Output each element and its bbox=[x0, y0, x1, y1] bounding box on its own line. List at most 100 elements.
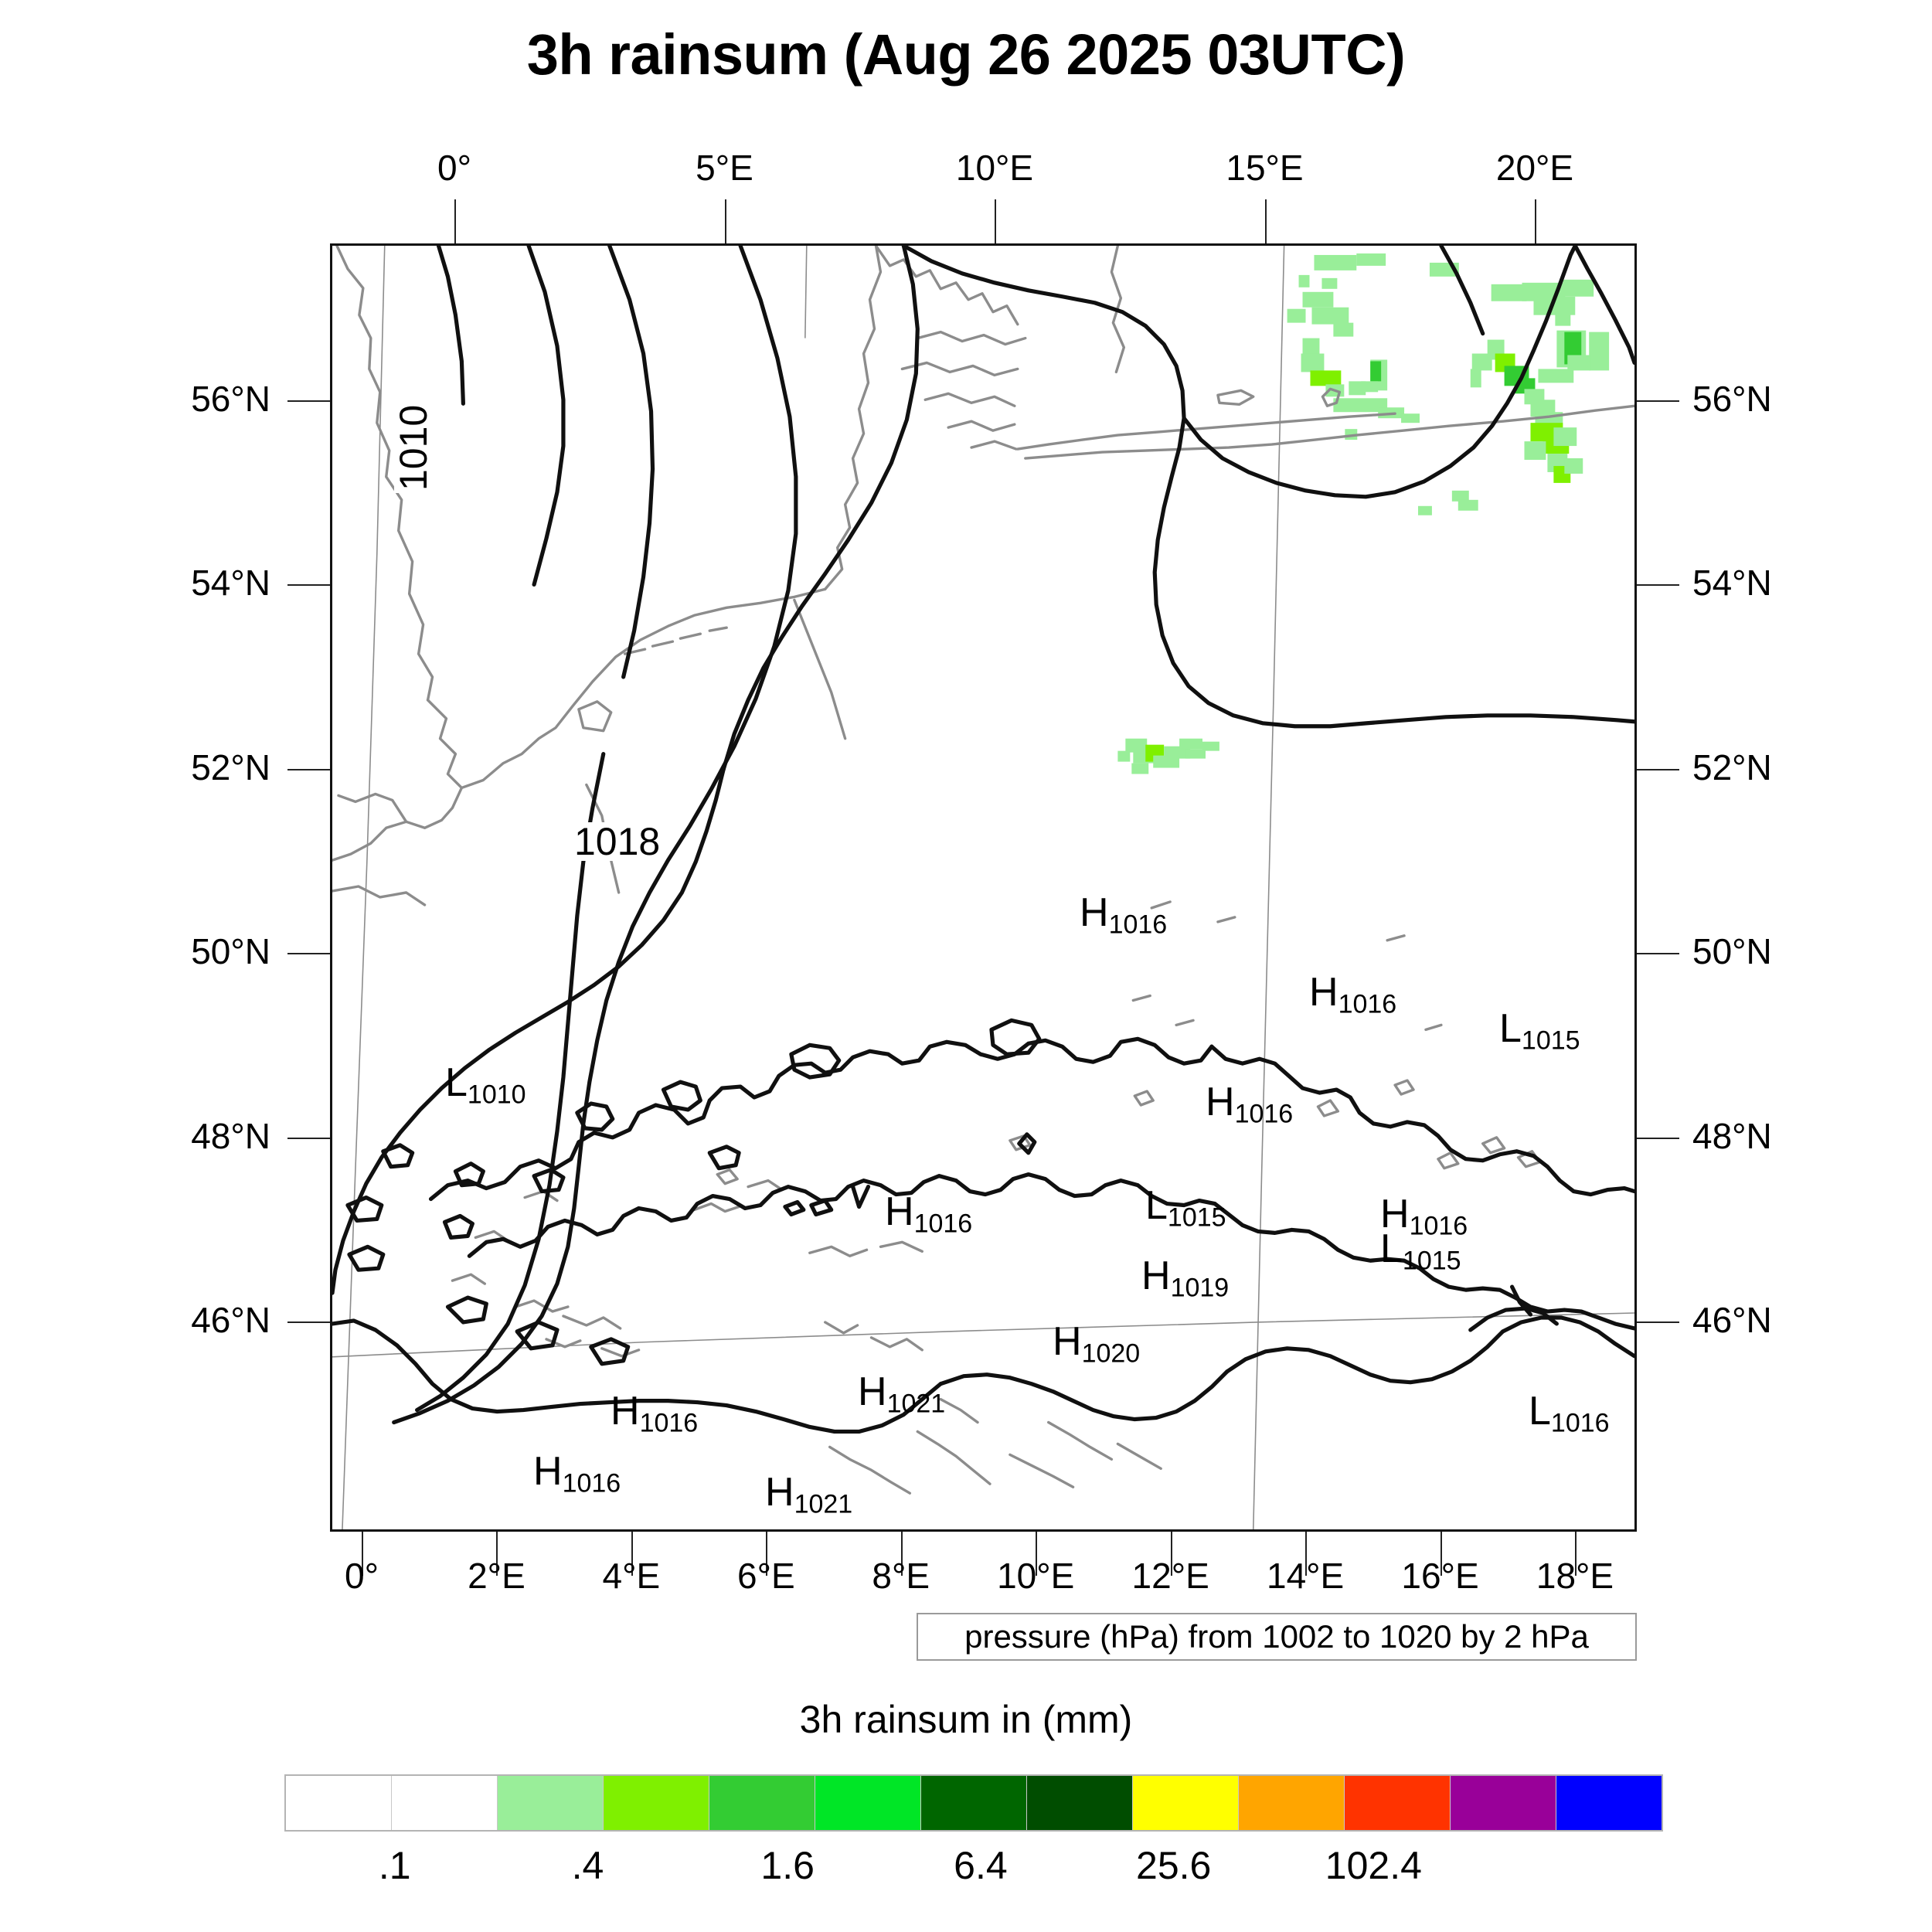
axis-tick bbox=[287, 400, 330, 402]
right-axis-tick-label: 48°N bbox=[1692, 1115, 1772, 1156]
pressure-center-value: 1015 bbox=[1402, 1246, 1461, 1276]
pressure-center-symbol: H bbox=[1309, 970, 1338, 1015]
isobar-layer bbox=[332, 246, 1634, 1434]
axis-tick bbox=[362, 1532, 363, 1576]
pressure-caption-text: pressure (hPa) from 1002 to 1020 by 2 hP… bbox=[964, 1618, 1589, 1655]
axis-tick bbox=[1637, 1321, 1679, 1323]
axis-tick bbox=[766, 1532, 768, 1576]
colorbar-tick-label: .4 bbox=[571, 1844, 604, 1887]
colorbar-title: 3h rainsum in (mm) bbox=[799, 1698, 1133, 1741]
axis-tick bbox=[287, 1321, 330, 1323]
pressure-center-l-1010: L1010 bbox=[445, 1063, 526, 1108]
pressure-center-symbol: L bbox=[1499, 1006, 1522, 1051]
pressure-center-symbol: L bbox=[445, 1060, 468, 1105]
axis-tick bbox=[287, 1137, 330, 1139]
left-axis-tick-label: 48°N bbox=[191, 1115, 270, 1156]
pressure-center-value: 1021 bbox=[794, 1489, 853, 1519]
bottom-axis-tick-label: 2°E bbox=[468, 1556, 526, 1596]
pressure-center-symbol: L bbox=[1380, 1226, 1403, 1271]
right-axis-tick-label: 46°N bbox=[1692, 1300, 1772, 1340]
pressure-center-value: 1016 bbox=[1409, 1211, 1468, 1241]
colorbar-tick-label: .1 bbox=[378, 1844, 411, 1887]
pressure-center-h-1016: H1016 bbox=[1080, 893, 1167, 938]
axis-tick bbox=[1440, 1532, 1442, 1576]
bottom-axis-tick-label: 18°E bbox=[1536, 1556, 1614, 1596]
axis-tick bbox=[1535, 199, 1536, 243]
axis-tick bbox=[1637, 953, 1679, 955]
axis-tick bbox=[287, 584, 330, 587]
axis-tick bbox=[1575, 1532, 1577, 1576]
bottom-axis-tick-label: 16°E bbox=[1401, 1556, 1479, 1596]
left-axis-tick-label: 56°N bbox=[191, 379, 270, 419]
contour-label: 1018 bbox=[572, 822, 663, 861]
pressure-center-value: 1016 bbox=[1550, 1408, 1610, 1438]
colorbar-swatch[interactable] bbox=[498, 1776, 604, 1830]
colorbar-swatch[interactable] bbox=[709, 1776, 815, 1830]
pressure-center-value: 1016 bbox=[1338, 989, 1397, 1019]
contour-label: 1010 bbox=[392, 402, 435, 493]
pressure-center-value: 1015 bbox=[1167, 1202, 1226, 1233]
pressure-center-symbol: H bbox=[1141, 1253, 1171, 1298]
colorbar-swatch[interactable] bbox=[921, 1776, 1027, 1830]
bottom-axis-tick-label: 6°E bbox=[736, 1556, 795, 1596]
pressure-center-value: 1010 bbox=[467, 1080, 526, 1110]
colorbar-swatch[interactable] bbox=[1556, 1776, 1662, 1830]
colorbar-swatch[interactable] bbox=[815, 1776, 921, 1830]
page-title: 3h rainsum (Aug 26 2025 03UTC) bbox=[526, 22, 1406, 87]
pressure-center-value: 1016 bbox=[562, 1468, 621, 1498]
pressure-center-h-1016: H1016 bbox=[1206, 1082, 1293, 1128]
pressure-center-h-1021: H1021 bbox=[765, 1472, 852, 1518]
top-axis-tick-label: 5°E bbox=[696, 148, 753, 188]
colorbar-swatch[interactable] bbox=[1239, 1776, 1345, 1830]
colorbar-tick-label: 102.4 bbox=[1325, 1844, 1422, 1887]
colorbar-swatch[interactable] bbox=[286, 1776, 392, 1830]
pressure-center-value: 1016 bbox=[913, 1209, 973, 1239]
pressure-center-symbol: H bbox=[533, 1449, 563, 1494]
colorbar-swatch[interactable] bbox=[1027, 1776, 1133, 1830]
pressure-center-value: 1019 bbox=[1170, 1273, 1230, 1303]
axis-tick bbox=[1264, 199, 1267, 243]
pressure-center-value: 1015 bbox=[1521, 1026, 1580, 1056]
bottom-axis-tick-label: 4°E bbox=[602, 1556, 661, 1596]
right-axis-tick-label: 54°N bbox=[1692, 563, 1772, 604]
precipitation-layer bbox=[1117, 253, 1610, 774]
pressure-center-h-1020: H1020 bbox=[1053, 1321, 1140, 1367]
colorbar[interactable] bbox=[284, 1774, 1663, 1832]
coastline-layer bbox=[332, 246, 1634, 1495]
pressure-center-h-1016: H1016 bbox=[1380, 1194, 1468, 1240]
axis-tick bbox=[724, 199, 726, 243]
left-axis-tick-label: 52°N bbox=[191, 747, 270, 787]
pressure-center-l-1015: L1015 bbox=[1499, 1009, 1580, 1054]
bottom-axis-tick-label: 12°E bbox=[1131, 1556, 1209, 1596]
pressure-center-value: 1016 bbox=[1108, 910, 1168, 940]
pressure-center-symbol: H bbox=[1380, 1192, 1410, 1236]
colorbar-swatch[interactable] bbox=[604, 1776, 709, 1830]
axis-tick bbox=[287, 768, 330, 770]
axis-tick bbox=[454, 199, 456, 243]
axis-tick bbox=[1036, 1532, 1038, 1576]
axis-tick bbox=[995, 199, 996, 243]
colorbar-tick-label: 25.6 bbox=[1136, 1844, 1212, 1887]
pressure-center-value: 1021 bbox=[886, 1389, 946, 1419]
pressure-center-h-1016: H1016 bbox=[533, 1451, 621, 1497]
pressure-center-l-1015: L1015 bbox=[1380, 1229, 1461, 1274]
axis-tick bbox=[1170, 1532, 1172, 1576]
pressure-center-symbol: H bbox=[858, 1369, 887, 1414]
pressure-center-symbol: L bbox=[1145, 1183, 1168, 1228]
top-axis-tick-label: 0° bbox=[437, 148, 471, 188]
colorbar-swatch[interactable] bbox=[1345, 1776, 1451, 1830]
colorbar-swatch[interactable] bbox=[392, 1776, 498, 1830]
map-plot-area[interactable]: 1010 1018 bbox=[330, 243, 1637, 1532]
right-axis-tick-label: 56°N bbox=[1692, 379, 1772, 419]
pressure-center-h-1021: H1021 bbox=[858, 1372, 945, 1417]
pressure-center-symbol: H bbox=[1080, 890, 1109, 935]
colorbar-swatch[interactable] bbox=[1133, 1776, 1239, 1830]
top-axis-tick-label: 15°E bbox=[1226, 148, 1304, 188]
axis-tick bbox=[631, 1532, 633, 1576]
top-axis-tick-label: 10°E bbox=[955, 148, 1034, 188]
colorbar-swatch[interactable] bbox=[1451, 1776, 1556, 1830]
axis-tick bbox=[1637, 768, 1679, 770]
pressure-center-l-1016: L1016 bbox=[1529, 1391, 1610, 1437]
pressure-center-h-1016: H1016 bbox=[885, 1192, 972, 1237]
